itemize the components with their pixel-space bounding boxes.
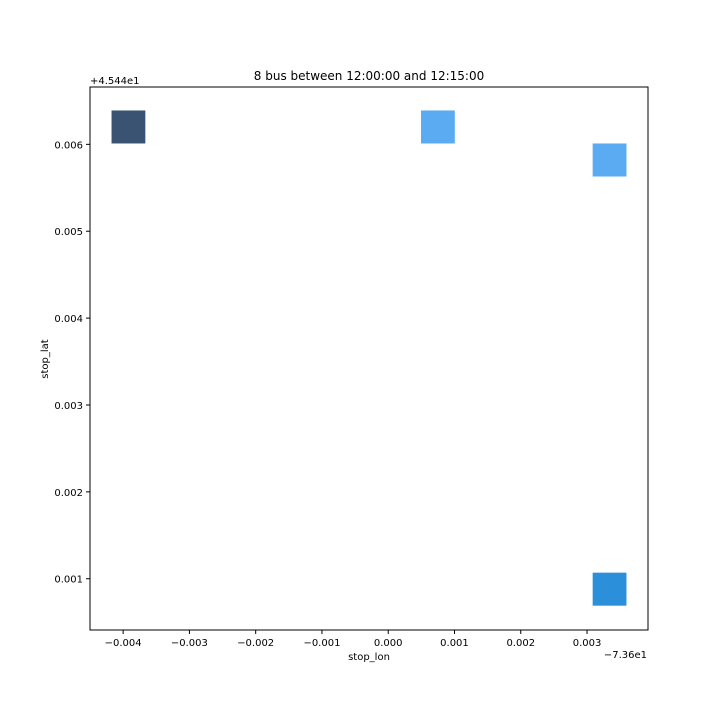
plot-frame <box>89 86 649 631</box>
y-tick-label: 0.005 <box>54 227 83 238</box>
x-axis-ticks: −0.004 −0.003 −0.002 −0.001 0.000 0.001 0.002 0… <box>105 630 602 649</box>
y-offset-label: +4.544e1 <box>90 76 140 87</box>
y-tick-label: 0.006 <box>54 140 83 151</box>
x-tick-label: −0.001 <box>303 638 340 649</box>
y-tick-label: 0.002 <box>54 488 83 499</box>
x-tick-label: 0.000 <box>374 638 403 649</box>
y-axis-ticks: 0.001 0.002 0.003 0.004 0.005 0.006 <box>54 140 90 586</box>
y-tick-label: 0.001 <box>54 575 83 586</box>
x-offset-label: −7.36e1 <box>604 650 647 661</box>
x-axis-label: stop_lon <box>348 652 390 663</box>
y-tick-label: 0.004 <box>54 314 83 325</box>
heatmap-cell-1 <box>421 110 455 144</box>
y-tick-label: 0.003 <box>54 401 83 412</box>
x-tick-label: 0.002 <box>506 638 535 649</box>
x-tick-label: −0.003 <box>171 638 208 649</box>
heatmap-cell-3 <box>592 572 627 606</box>
x-tick-label: 0.001 <box>440 638 469 649</box>
x-tick-label: −0.004 <box>105 638 142 649</box>
chart-title: 8 bus between 12:00:00 and 12:15:00 <box>254 69 484 83</box>
heatmap-cells <box>111 110 627 606</box>
heatmap-cell-2 <box>592 143 627 177</box>
x-tick-label: −0.002 <box>237 638 274 649</box>
x-tick-label: 0.003 <box>573 638 602 649</box>
heatmap-cell-0 <box>111 110 146 144</box>
y-axis-label: stop_lat <box>40 339 51 379</box>
